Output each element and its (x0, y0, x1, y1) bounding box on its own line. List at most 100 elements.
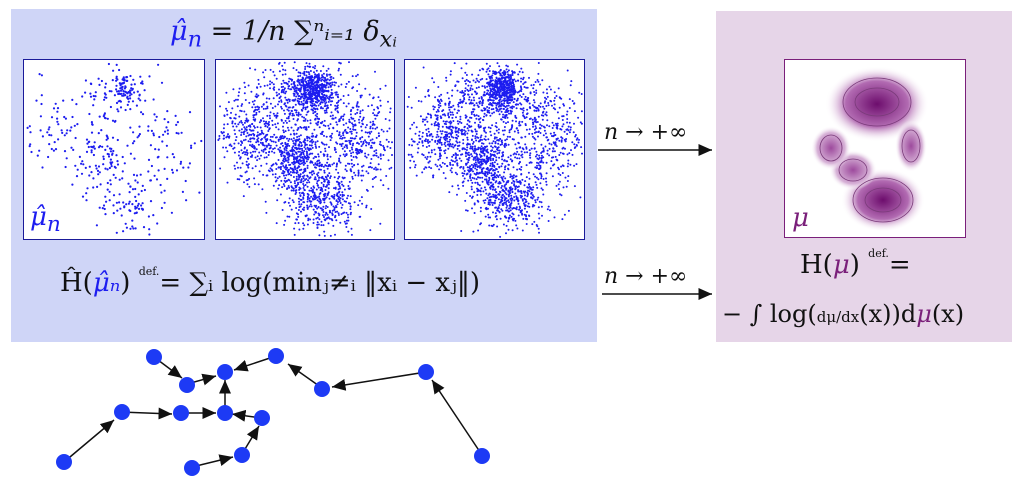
scatter-point (261, 188, 264, 191)
scatter-point (111, 136, 115, 139)
scatter-point (304, 162, 306, 165)
scatter-point (510, 106, 513, 109)
scatter-point (306, 139, 309, 142)
scatter-point (302, 81, 304, 84)
scatter-point (85, 192, 88, 195)
scatter-point (137, 202, 140, 205)
scatter-point (171, 168, 174, 171)
scatter-point (328, 82, 331, 85)
scatter-point (288, 77, 291, 80)
scatter-point (471, 148, 474, 151)
scatter-point (266, 126, 269, 128)
scatter-point (247, 157, 250, 160)
scatter-point (140, 111, 143, 114)
scatter-point (290, 109, 293, 112)
scatter-point (375, 154, 378, 157)
scatter-point (227, 101, 230, 104)
scatter-point (494, 89, 497, 92)
scatter-point (493, 172, 496, 174)
scatter-point (297, 127, 300, 129)
scatter-point (294, 222, 297, 225)
scatter-point (379, 153, 382, 156)
scatter-point (329, 139, 332, 142)
scatter-point (285, 164, 288, 167)
scatter-point (115, 79, 118, 82)
scatter-point (553, 131, 556, 134)
scatter-point (333, 209, 336, 211)
scatter-point (360, 179, 363, 182)
scatter-point (235, 98, 237, 101)
scatter-point (505, 232, 507, 235)
scatter-point (542, 178, 545, 180)
scatter-point (291, 106, 294, 109)
scatter-point (471, 88, 474, 91)
scatter-point (337, 171, 340, 174)
scatter-point (306, 146, 309, 149)
scatter-point (351, 117, 354, 120)
scatter-point (295, 207, 298, 209)
scatter-point (269, 144, 272, 147)
scatter-point (358, 118, 360, 121)
scatter-point (317, 104, 320, 107)
scatter-point (461, 77, 464, 80)
scatter-point (244, 153, 247, 156)
scatter-point (329, 175, 332, 178)
scatter-point (338, 133, 341, 136)
scatter-point (95, 167, 98, 170)
scatter-point (335, 219, 338, 222)
scatter-point (321, 130, 324, 133)
scatter-point (386, 130, 389, 133)
scatter-point (303, 73, 306, 76)
scatter-point (352, 128, 355, 131)
scatter-point (288, 153, 291, 156)
scatter-point (297, 95, 300, 98)
scatter-point (500, 139, 503, 142)
scatter-point (265, 211, 268, 214)
scatter-point (513, 130, 516, 133)
scatter-point (258, 170, 261, 173)
scatter-point (75, 103, 78, 106)
scatter-point (324, 207, 327, 210)
scatter-point (336, 210, 339, 213)
scatter-point (532, 173, 535, 176)
scatter-point (329, 155, 332, 158)
scatter-point (530, 187, 532, 189)
scatter-point (345, 222, 348, 225)
scatter-point (90, 131, 94, 134)
scatter-point (520, 67, 523, 70)
scatter-point (228, 136, 231, 139)
scatter-point (361, 109, 364, 112)
scatter-point (379, 179, 382, 182)
scatter-point (302, 85, 305, 88)
scatter-point (133, 157, 136, 160)
scatter-point (555, 145, 558, 148)
scatter-point (560, 194, 563, 197)
scatter-point (427, 90, 429, 93)
scatter-point (361, 119, 363, 122)
scatter-point (302, 177, 305, 180)
scatter-point (525, 164, 528, 167)
scatter-point (266, 107, 269, 110)
scatter-point (305, 74, 308, 77)
scatter-point (245, 163, 248, 166)
scatter-point (190, 144, 193, 147)
scatter-point (115, 75, 118, 78)
scatter-point (111, 152, 114, 155)
scatter-point (391, 154, 393, 156)
scatter-point (373, 142, 375, 145)
scatter-point (304, 143, 307, 146)
scatter-point (360, 145, 363, 148)
scatter-point (292, 129, 295, 132)
scatter-point (500, 100, 503, 103)
scatter-point (374, 70, 376, 73)
scatter-point (452, 113, 455, 116)
scatter-point (461, 130, 463, 133)
scatter-point (491, 124, 494, 127)
scatter-point (448, 121, 451, 124)
scatter-point (345, 226, 348, 228)
scatter-point (418, 130, 421, 133)
scatter-point (306, 185, 309, 188)
scatter-point (41, 166, 44, 169)
scatter-point (299, 156, 302, 159)
scatter-point (522, 76, 525, 79)
